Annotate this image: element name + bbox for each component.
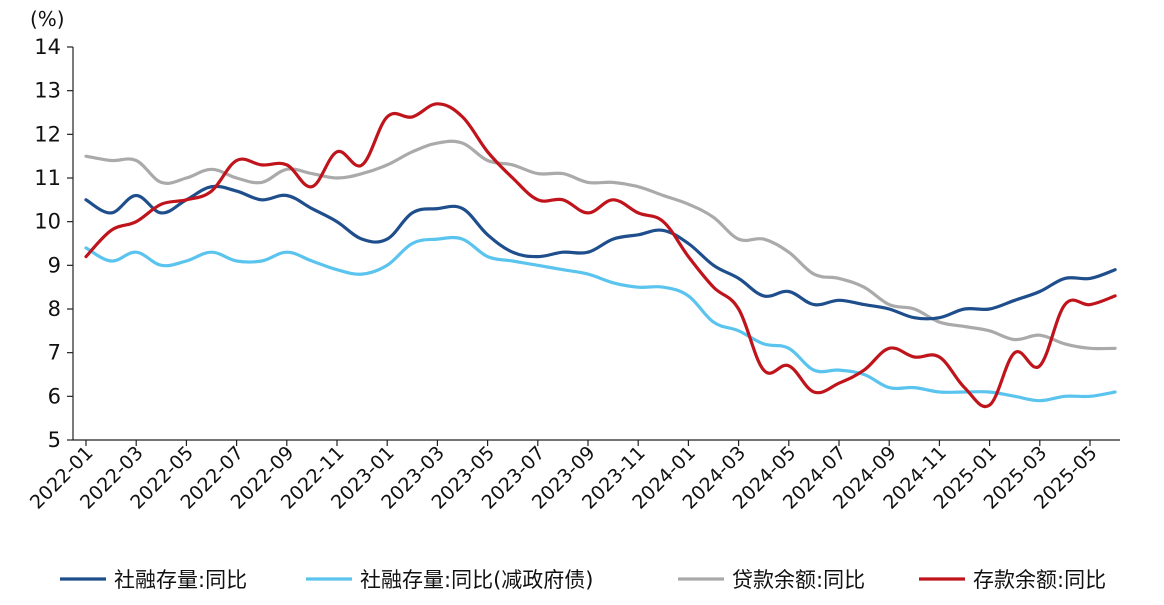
legend-label: 社融存量:同比: [114, 568, 247, 592]
y-tick-label: 5: [48, 428, 61, 452]
y-tick-label: 10: [34, 210, 61, 234]
y-tick-label: 14: [34, 35, 61, 59]
y-tick-label: 11: [34, 166, 61, 190]
series-line-2: [84, 235, 1117, 403]
series-lines: [84, 102, 1117, 409]
y-tick-label: 9: [48, 253, 61, 277]
legend-label: 社融存量:同比(减政府债): [360, 568, 593, 592]
x-axis: 2022-012022-032022-052022-072022-092022-…: [26, 439, 1120, 514]
legend-label: 存款余额:同比: [973, 568, 1106, 592]
y-tick-label: 7: [48, 341, 61, 365]
legend-label: 贷款余额:同比: [732, 568, 865, 592]
y-axis-unit-label: (%): [30, 7, 65, 31]
y-tick-label: 13: [34, 79, 61, 103]
legend: 社融存量:同比 社融存量:同比(减政府债) 贷款余额:同比 存款余额:同比: [60, 568, 1106, 592]
y-tick-label: 6: [48, 384, 61, 408]
series-line-4: [84, 102, 1117, 409]
y-axis: 5 6 7 8 9 10 11 12 13 14: [34, 35, 74, 452]
y-tick-label: 8: [48, 297, 61, 321]
y-tick-label: 12: [34, 122, 61, 146]
series-line-1: [84, 184, 1117, 321]
series-line-3: [84, 139, 1117, 351]
